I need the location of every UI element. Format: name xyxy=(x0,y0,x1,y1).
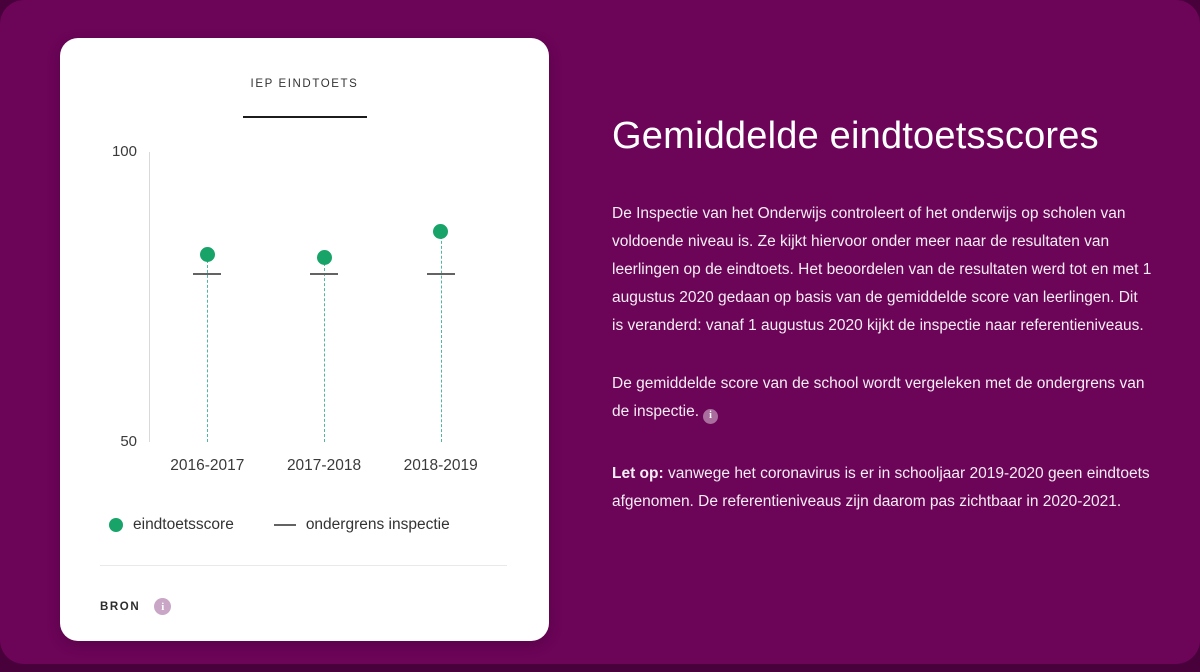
x-axis-category-label: 2016-2017 xyxy=(170,457,245,474)
dropline xyxy=(324,257,325,442)
scatter-chart: 100 50 2016-2017 2017-2018 2018-2019 xyxy=(60,38,549,641)
y-axis-line xyxy=(149,152,150,442)
chart-legend: eindtoetsscore ondergrens inspectie xyxy=(109,516,450,534)
data-point-eindtoetsscore[interactable] xyxy=(199,247,215,263)
legend-ondergrens-label: ondergrens inspectie xyxy=(305,516,450,533)
source-row: BRON i xyxy=(100,598,172,615)
text-column: Gemiddelde eindtoetsscores De Inspectie … xyxy=(612,112,1152,516)
ondergrens-marker xyxy=(426,272,455,275)
tab-iep-eindtoets[interactable]: IEP EINDTOETS xyxy=(250,78,359,90)
tab-active-underline xyxy=(242,116,367,118)
dropline xyxy=(440,231,442,442)
warning-text: vanwege het coronavirus is er in schoolj… xyxy=(612,465,1150,510)
source-info-icon[interactable]: i xyxy=(154,598,172,615)
corona-note-paragraph: Let op: vanwege het coronavirus is er in… xyxy=(612,460,1152,516)
page-title: Gemiddelde eindtoetsscores xyxy=(612,115,1099,157)
comparison-text: De gemiddelde score van de school wordt … xyxy=(612,375,1145,420)
chart-card: IEP EINDTOETS 100 50 2016-2017 2017-2018 201… xyxy=(60,38,549,641)
data-point-eindtoetsscore[interactable] xyxy=(316,250,332,266)
legend-ondergrens-swatch xyxy=(273,524,296,526)
ondergrens-marker xyxy=(193,272,222,275)
y-axis-tick-label: 50 xyxy=(120,433,137,450)
dropline xyxy=(207,254,209,442)
x-axis-category-label: 2017-2018 xyxy=(286,457,362,474)
comparison-paragraph: De gemiddelde score van de school wordt … xyxy=(612,370,1152,426)
legend-eindtoetsscore-swatch xyxy=(109,518,123,532)
warning-label: Let op: xyxy=(612,465,664,482)
card-divider xyxy=(100,565,507,566)
inline-info-icon[interactable]: i xyxy=(703,408,719,424)
y-axis-tick-label: 100 xyxy=(111,143,137,160)
ondergrens-marker xyxy=(310,272,338,275)
intro-paragraph: De Inspectie van het Onderwijs controlee… xyxy=(612,205,1152,334)
x-axis-category-label: 2018-2019 xyxy=(403,457,478,474)
data-point-eindtoetsscore[interactable] xyxy=(433,223,449,239)
legend-eindtoetsscore-label: eindtoetsscore xyxy=(133,516,234,533)
source-label: BRON xyxy=(100,600,141,613)
